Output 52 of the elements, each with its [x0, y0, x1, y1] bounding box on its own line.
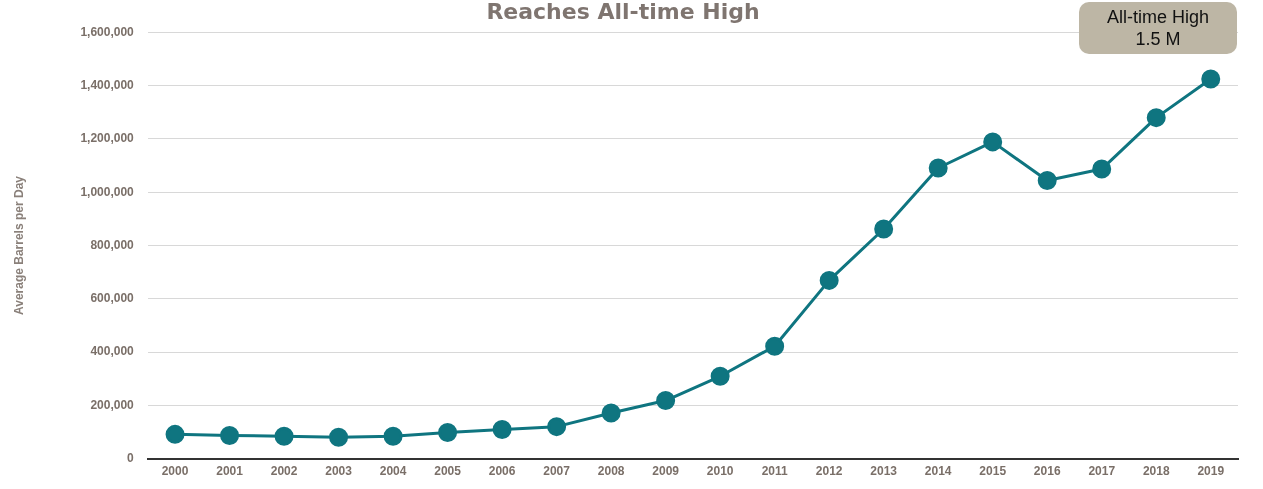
x-tick-label: 2019 — [1197, 464, 1225, 479]
x-tick-label: 2014 — [924, 464, 952, 479]
x-tick-label: 2007 — [543, 464, 571, 479]
y-tick-label: 1,600,000 — [80, 24, 135, 39]
x-tick-label: 2002 — [270, 464, 298, 479]
point — [1092, 159, 1112, 179]
x-tick-label: 2015 — [979, 464, 1007, 479]
x-tick-label: 2016 — [1033, 464, 1061, 479]
x-tick-label: 2005 — [434, 464, 462, 479]
point — [819, 270, 839, 290]
point — [656, 391, 676, 411]
point — [765, 336, 785, 356]
point — [329, 427, 349, 447]
point — [1146, 108, 1166, 128]
x-tick-label: 2012 — [815, 464, 843, 479]
y-tick-label: 200,000 — [90, 397, 135, 412]
y-axis-title: Average Barrels per Day — [11, 175, 26, 315]
point — [220, 425, 240, 445]
x-tick-label: 2010 — [706, 464, 734, 479]
point — [601, 403, 621, 423]
x-tick-label: 2000 — [161, 464, 189, 479]
point — [928, 158, 948, 178]
y-tick-label: 600,000 — [90, 291, 135, 306]
chart-title: Reaches All-time High — [486, 0, 760, 24]
y-tick-label: 800,000 — [90, 237, 135, 252]
point — [274, 426, 294, 446]
point — [165, 424, 185, 444]
y-tick-label: 400,000 — [90, 344, 135, 359]
point — [983, 132, 1003, 152]
point — [1037, 171, 1057, 191]
x-tick-label: 2008 — [597, 464, 625, 479]
point — [874, 219, 894, 239]
point — [438, 423, 458, 442]
y-tick-label: 1,200,000 — [80, 131, 135, 146]
x-tick-label: 2013 — [870, 464, 898, 479]
x-tick-label: 2003 — [325, 464, 353, 479]
x-tick-label: 2017 — [1088, 464, 1116, 479]
point — [547, 417, 567, 437]
point — [492, 420, 512, 440]
point — [1201, 69, 1221, 89]
x-tick-label: 2001 — [216, 464, 244, 479]
point — [383, 426, 403, 446]
x-tick-label: 2006 — [488, 464, 516, 479]
y-tick-label: 1,000,000 — [80, 184, 135, 199]
x-tick-label: 2011 — [761, 464, 788, 479]
x-tick-label: 2009 — [652, 464, 680, 479]
point — [710, 366, 730, 386]
annotation: All-time High 1.5 M — [1078, 2, 1237, 54]
y-tick-label: 0 — [127, 450, 135, 465]
y-tick-label: 1,400,000 — [80, 77, 135, 92]
x-tick-label: 2004 — [379, 464, 407, 479]
x-tick-label: 2018 — [1142, 464, 1170, 479]
